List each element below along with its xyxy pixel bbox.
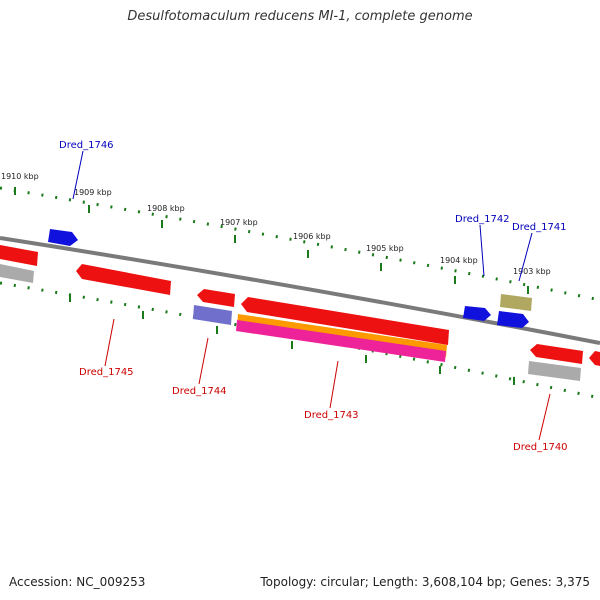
leader-dred-1740 [538,393,551,441]
map-title: Desulfotomaculum reducens MI-1, complete… [127,9,473,24]
tick-label-1910: 1910 kbp [1,172,39,181]
tick-label-1908: 1908 kbp [147,204,185,213]
gene-dred-1744-red[interactable] [197,289,235,307]
gene-dred-1741[interactable] [497,311,529,328]
tick-label-1907: 1907 kbp [220,218,258,227]
gene-dred-1743[interactable] [236,320,446,362]
label-dred-1745[interactable]: Dred_1745 [79,367,134,378]
tick-label-1909: 1909 kbp [74,188,112,197]
forward-strand-genes [48,229,532,328]
leader-dred-1742 [479,224,485,277]
label-dred-1740[interactable]: Dred_1740 [513,442,568,453]
gene-dred-1745[interactable] [76,264,171,295]
reverse-strand-genes [0,245,600,381]
gene-dred-1746[interactable] [48,229,78,246]
label-leader-lines [72,150,551,441]
label-dred-1741[interactable]: Dred_1741 [512,222,567,233]
tick-label-1906: 1906 kbp [293,232,331,241]
tick-label-1904: 1904 kbp [440,256,478,265]
label-dred-1742[interactable]: Dred_1742 [455,214,510,225]
scale-tick-marks [14,187,529,294]
lower-scale-ring [0,281,600,400]
upper-scale-ring [0,186,600,302]
gene-red-left-edge[interactable] [0,245,38,266]
leader-dred-1744 [198,337,209,385]
gene-grey-left-edge[interactable] [0,264,34,283]
gene-dred-1743-red[interactable] [241,297,449,345]
leader-dred-1746 [72,150,84,200]
leader-dred-1743 [329,360,339,409]
gene-dred-1744[interactable] [193,305,232,325]
gene-olive[interactable] [500,294,532,311]
leader-dred-1745 [104,318,115,367]
label-dred-1744[interactable]: Dred_1744 [172,386,227,397]
lower-tick-marks [69,294,515,385]
label-dred-1743[interactable]: Dred_1743 [304,410,359,421]
gene-dred-1740[interactable] [528,361,581,381]
gene-red-right-edge[interactable] [589,351,600,366]
tick-label-1903: 1903 kbp [513,267,551,276]
gene-dred-1740-red[interactable] [530,344,583,364]
tick-label-1905: 1905 kbp [366,244,404,253]
leader-dred-1741 [518,232,533,282]
label-dred-1746[interactable]: Dred_1746 [59,140,114,151]
topology-text: Topology: circular; Length: 3,608,104 bp… [260,575,590,589]
accession-text: Accession: NC_009253 [9,575,146,589]
gene-dred-1742[interactable] [463,306,491,321]
